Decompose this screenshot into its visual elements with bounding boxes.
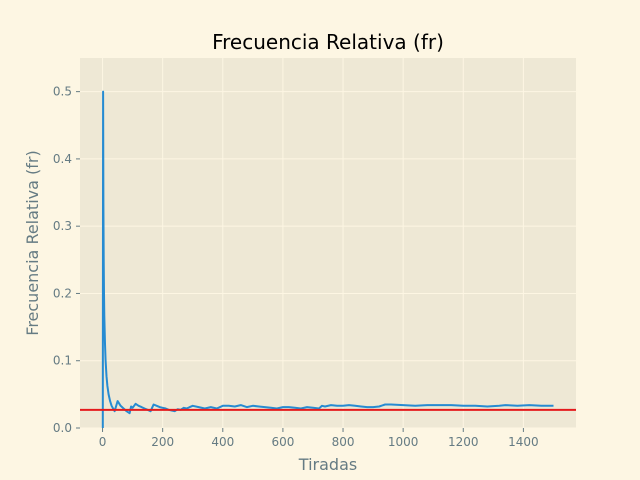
- y-tick-label: 0.2: [53, 286, 72, 300]
- x-axis-ticks: 0 200 400 600 800 1000 1200 1400: [99, 428, 539, 449]
- x-tick-label: 400: [211, 435, 234, 449]
- x-tick-label: 200: [151, 435, 174, 449]
- x-tick-label: 1000: [388, 435, 419, 449]
- series-line: [101, 90, 554, 429]
- x-tick-label: 1400: [508, 435, 539, 449]
- y-tick-label: 0.4: [53, 152, 72, 166]
- x-axis-label: Tiradas: [298, 455, 357, 474]
- plot-area: [80, 58, 576, 428]
- y-tick-label: 0.5: [53, 85, 72, 99]
- series-layer: [101, 90, 554, 429]
- x-tick-label: 600: [271, 435, 294, 449]
- y-axis-label: Frecuencia Relativa (fr): [23, 150, 42, 335]
- x-tick-label: 0: [99, 435, 107, 449]
- x-tick-label: 1200: [448, 435, 479, 449]
- chart-title: Frecuencia Relativa (fr): [212, 30, 444, 54]
- y-tick-label: 0.3: [53, 219, 72, 233]
- y-axis-ticks: 0.0 0.1 0.2 0.3 0.4 0.5: [53, 85, 80, 435]
- y-tick-label: 0.1: [53, 354, 72, 368]
- y-tick-label: 0.0: [53, 421, 72, 435]
- x-tick-label: 800: [332, 435, 355, 449]
